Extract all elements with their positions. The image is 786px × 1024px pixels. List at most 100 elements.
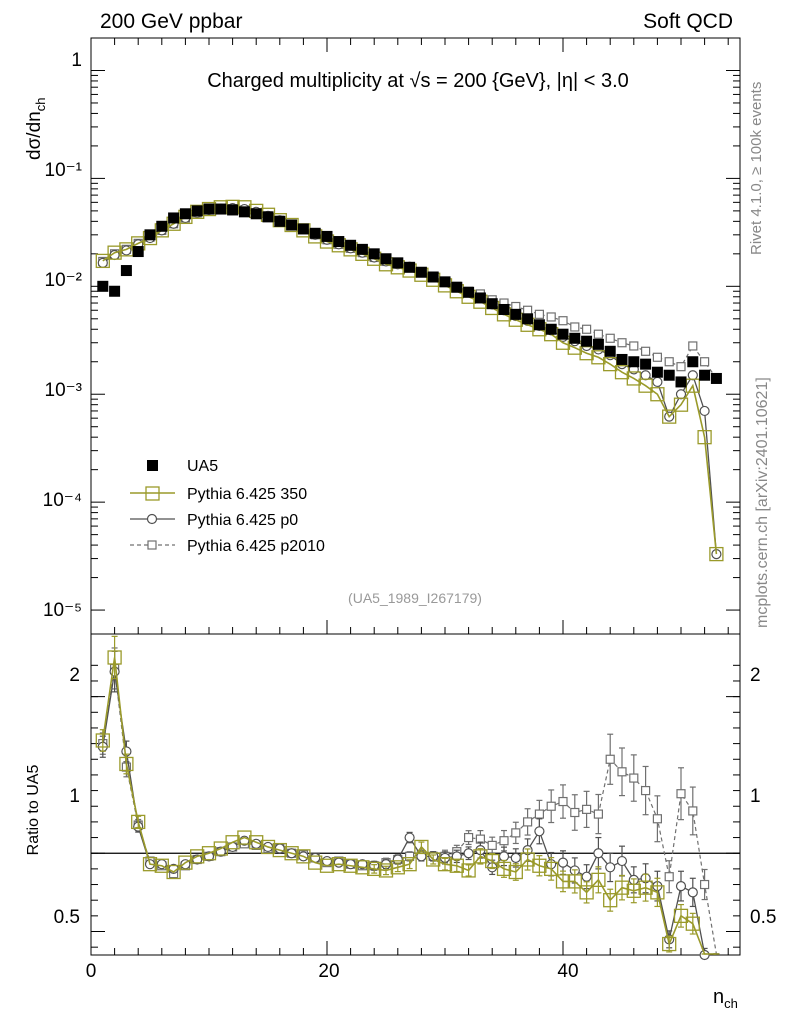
top-point-ua5 bbox=[274, 215, 286, 227]
bottom-ytick-right-0: 0.5 bbox=[750, 907, 776, 928]
ratio-point-pythia-6-425-350 bbox=[650, 885, 665, 900]
bottom-y-axis-label: Ratio to UA5 bbox=[25, 765, 42, 856]
ratio-point-pythia-6-425-350 bbox=[485, 853, 500, 869]
ratio-point-pythia-6-425-p2010 bbox=[570, 807, 580, 818]
top-point-ua5 bbox=[640, 358, 652, 370]
top-point-ua5 bbox=[203, 203, 215, 215]
top-point-ua5 bbox=[286, 219, 298, 231]
top-point-pythia-6-425-350 bbox=[697, 430, 712, 445]
top-point-ua5 bbox=[474, 292, 486, 304]
top-point-pythia-6-425-p2010 bbox=[699, 357, 710, 367]
ratio-point-pythia-6-425-350 bbox=[284, 846, 299, 861]
ratio-point-pythia-6-425-350 bbox=[190, 849, 205, 864]
ratio-point-pythia-6-425-350 bbox=[626, 883, 641, 898]
top-point-ua5 bbox=[710, 372, 722, 384]
top-point-pythia-6-425-p0 bbox=[699, 405, 710, 417]
top-ytick-label-4: 10⁻⁴ bbox=[43, 490, 82, 511]
top-point-ua5 bbox=[179, 208, 191, 220]
bottom-ytick-right-1: 1 bbox=[750, 786, 761, 807]
bottom-ytick-left-0: 0.5 bbox=[54, 907, 80, 928]
ratio-point-pythia-6-425-350 bbox=[390, 860, 405, 875]
ratio-point-pythia-6-425-350 bbox=[591, 872, 606, 887]
ratio-point-pythia-6-425-p2010 bbox=[617, 767, 627, 777]
ratio-point-pythia-6-425-350 bbox=[225, 835, 240, 850]
top-point-ua5 bbox=[545, 323, 557, 335]
top-point-ua5 bbox=[699, 369, 711, 381]
top-point-ua5 bbox=[427, 271, 439, 283]
top-point-pythia-6-425-p0 bbox=[675, 389, 687, 400]
ratio-point-pythia-6-425-350 bbox=[378, 863, 394, 878]
top-point-ua5 bbox=[604, 345, 616, 357]
ratio-point-pythia-6-425-p0 bbox=[463, 848, 474, 859]
top-point-ua5 bbox=[97, 280, 109, 292]
ratio-point-pythia-6-425-p2010 bbox=[534, 809, 545, 819]
ratio-point-pythia-6-425-p2010 bbox=[593, 809, 604, 819]
top-point-ua5 bbox=[569, 332, 581, 344]
ratio-point-pythia-6-425-p2010 bbox=[581, 804, 592, 814]
top-point-pythia-6-425-350 bbox=[626, 371, 641, 386]
ratio-point-pythia-6-425-350 bbox=[685, 916, 700, 931]
top-line-pythia-6-425-p2010 bbox=[102, 207, 717, 379]
ratio-point-pythia-6-425-350 bbox=[579, 885, 594, 900]
legend-p2010-label: Pythia 6.425 p2010 bbox=[187, 538, 325, 555]
top-point-pythia-6-425-p0 bbox=[640, 370, 651, 381]
ratio-point-pythia-6-425-p2010 bbox=[487, 840, 497, 850]
top-point-ua5 bbox=[109, 285, 121, 297]
top-point-ua5 bbox=[333, 236, 345, 248]
top-point-pythia-6-425-p2010 bbox=[605, 333, 615, 343]
mcplots-label: mcplots.cern.ch [arXiv:2401.10621] bbox=[754, 377, 771, 628]
top-point-pythia-6-425-p0 bbox=[652, 376, 663, 388]
ratio-point-pythia-6-425-350 bbox=[473, 849, 488, 864]
ratio-point-pythia-6-425-p0 bbox=[498, 851, 510, 862]
ratio-point-pythia-6-425-350 bbox=[142, 857, 158, 872]
ratio-point-pythia-6-425-350 bbox=[402, 857, 417, 872]
top-point-pythia-6-425-p2010 bbox=[652, 352, 663, 362]
ratio-point-pythia-6-425-p2010 bbox=[629, 773, 639, 783]
legend: UA5 Pythia 6.425 350 Pythia 6.425 p0 Pyt… bbox=[130, 458, 325, 555]
top-point-ua5 bbox=[663, 369, 675, 381]
top-point-ua5 bbox=[120, 265, 132, 277]
top-point-pythia-6-425-p2010 bbox=[640, 346, 651, 356]
ratio-point-pythia-6-425-p2010 bbox=[522, 817, 533, 827]
ratio-point-pythia-6-425-p0 bbox=[534, 826, 545, 837]
bottom-panel-frame bbox=[90, 633, 741, 956]
top-point-ua5 bbox=[215, 203, 227, 215]
top-point-ua5 bbox=[345, 239, 357, 251]
ratio-point-pythia-6-425-350 bbox=[638, 880, 653, 895]
top-ytick-label-2: 10⁻² bbox=[45, 270, 83, 291]
top-point-ua5 bbox=[463, 286, 475, 298]
ratio-point-pythia-6-425-350 bbox=[131, 814, 146, 830]
ratio-point-pythia-6-425-350 bbox=[367, 861, 382, 877]
header-right-label: Soft QCD bbox=[643, 10, 733, 33]
watermark-label: (UA5_1989_I267179) bbox=[348, 590, 482, 606]
main-title: Charged multiplicity at √s = 200 {GeV}, … bbox=[207, 70, 629, 92]
ratio-line-pythia-6-425-p0 bbox=[102, 671, 717, 955]
ratio-point-pythia-6-425-350 bbox=[319, 858, 335, 873]
bottom-ytick-right-2: 2 bbox=[750, 665, 761, 686]
ratio-point-pythia-6-425-p2010 bbox=[664, 872, 674, 882]
ratio-point-pythia-6-425-p2010 bbox=[652, 814, 663, 824]
top-point-ua5 bbox=[498, 303, 510, 315]
ratio-point-pythia-6-425-p0 bbox=[510, 852, 521, 864]
ratio-line-pythia-6-425-350 bbox=[102, 657, 717, 955]
ratio-point-pythia-6-425-p0 bbox=[687, 887, 698, 898]
top-ytick-label-0: 1 bbox=[71, 50, 82, 71]
ratio-point-pythia-6-425-350 bbox=[166, 864, 181, 880]
top-point-ua5 bbox=[356, 243, 368, 255]
legend-ua5-label: UA5 bbox=[187, 458, 218, 475]
top-point-ua5 bbox=[404, 261, 416, 273]
ratio-point-pythia-6-425-p2010 bbox=[688, 806, 698, 816]
ratio-point-pythia-6-425-350 bbox=[673, 908, 689, 924]
ratio-point-pythia-6-425-350 bbox=[343, 858, 358, 873]
ratio-point-pythia-6-425-p0 bbox=[675, 881, 687, 892]
top-point-ua5 bbox=[132, 246, 144, 258]
bottom-ytick-left-2: 2 bbox=[69, 665, 80, 686]
top-point-ua5 bbox=[191, 205, 203, 217]
legend-ua5-marker bbox=[147, 460, 158, 471]
top-point-ua5 bbox=[297, 223, 309, 235]
top-point-pythia-6-425-p2010 bbox=[522, 305, 533, 315]
ratio-point-pythia-6-425-p0 bbox=[605, 862, 616, 873]
ratio-point-pythia-6-425-p0 bbox=[593, 848, 604, 859]
ratio-point-pythia-6-425-p0 bbox=[404, 832, 415, 843]
legend-p0-marker bbox=[146, 513, 158, 525]
